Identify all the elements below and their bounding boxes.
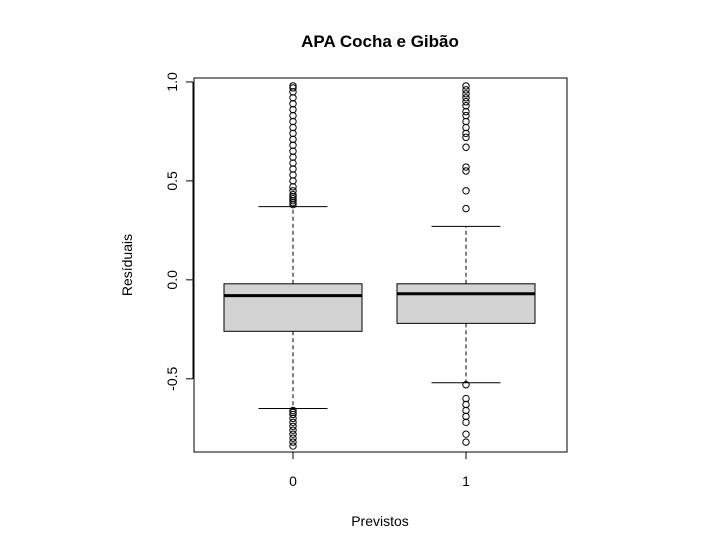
outlier-point — [462, 90, 470, 98]
box — [223, 283, 363, 332]
outlier-point — [289, 442, 297, 450]
outlier-point — [462, 111, 470, 120]
outlier-point — [462, 438, 470, 446]
outlier-point — [462, 430, 470, 438]
outlier-point — [289, 422, 297, 430]
outlier-point — [289, 434, 297, 442]
x-axis-label: Previstos — [351, 513, 409, 529]
x-tick-label: 0 — [289, 473, 297, 489]
outlier-point — [289, 410, 297, 419]
outlier-point — [289, 84, 297, 92]
y-tick-label: -0.5 — [164, 367, 180, 391]
y-tick-label: 0.5 — [164, 171, 180, 191]
outlier-point — [462, 82, 470, 90]
plot-frame — [193, 77, 568, 453]
outlier-point — [462, 187, 470, 195]
outlier-point — [462, 98, 470, 106]
outlier-point — [462, 102, 470, 110]
outlier-point — [462, 167, 470, 175]
outlier-point — [462, 381, 470, 389]
outlier-point — [289, 426, 297, 434]
outlier-point — [462, 143, 470, 151]
outlier-point — [289, 418, 297, 427]
outlier-point — [289, 195, 297, 203]
outlier-point — [462, 163, 470, 171]
outlier-point — [462, 86, 470, 94]
outlier-point — [289, 191, 297, 199]
outlier-point — [462, 204, 470, 213]
chart-marks: -0.5 0.0 0.5 1.0 0 1 — [164, 72, 536, 489]
outlier-point — [289, 414, 297, 423]
outlier-point — [289, 187, 297, 195]
chart-title: APA Cocha e Gibão — [301, 32, 459, 51]
outlier-point — [462, 418, 470, 427]
outlier-point — [462, 94, 470, 102]
box — [396, 283, 536, 324]
outlier-point — [462, 133, 470, 142]
y-tick-label: 0.0 — [164, 270, 180, 290]
x-tick-label: 1 — [462, 473, 470, 489]
outlier-point — [289, 406, 297, 415]
outlier-point — [289, 438, 297, 446]
outlier-point — [289, 82, 297, 90]
y-axis-label: Resíduais — [119, 234, 135, 296]
y-tick-label: 1.0 — [164, 72, 180, 92]
outlier-point — [289, 430, 297, 438]
